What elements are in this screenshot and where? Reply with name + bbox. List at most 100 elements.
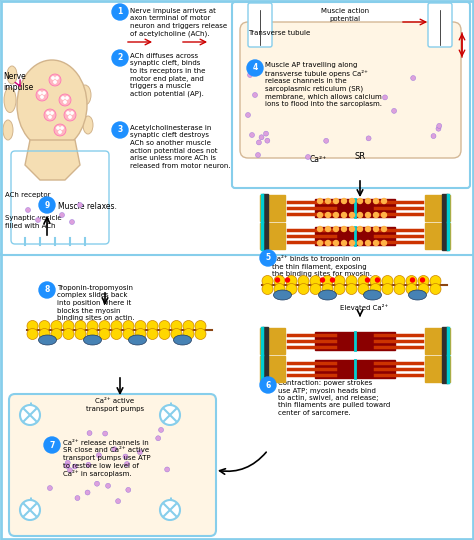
Circle shape (87, 321, 98, 332)
Circle shape (365, 226, 371, 232)
FancyBboxPatch shape (240, 22, 461, 158)
Circle shape (358, 284, 369, 294)
Circle shape (195, 328, 206, 340)
Ellipse shape (83, 335, 101, 345)
Circle shape (147, 321, 158, 332)
Circle shape (406, 284, 417, 294)
Text: Ca²⁺: Ca²⁺ (310, 155, 327, 164)
Circle shape (310, 284, 321, 294)
Circle shape (334, 275, 345, 287)
Circle shape (410, 76, 416, 80)
Circle shape (259, 135, 264, 140)
Circle shape (346, 275, 357, 287)
Circle shape (85, 490, 90, 495)
Circle shape (357, 199, 363, 204)
Circle shape (159, 321, 170, 332)
Text: 3: 3 (118, 125, 123, 134)
Circle shape (112, 447, 117, 452)
Text: 2: 2 (118, 53, 123, 63)
Ellipse shape (7, 66, 17, 84)
Circle shape (96, 453, 101, 458)
Circle shape (59, 94, 71, 106)
Circle shape (87, 328, 98, 340)
Ellipse shape (409, 290, 427, 300)
Circle shape (334, 213, 338, 218)
Circle shape (374, 199, 379, 204)
Circle shape (51, 112, 53, 114)
Circle shape (43, 92, 45, 94)
Circle shape (322, 275, 333, 287)
Circle shape (285, 278, 290, 282)
Circle shape (70, 219, 74, 225)
Circle shape (71, 112, 73, 114)
Circle shape (20, 405, 40, 425)
Bar (442, 355, 448, 383)
Text: Nerve
impulse: Nerve impulse (3, 72, 33, 92)
Circle shape (286, 284, 297, 294)
Ellipse shape (3, 120, 13, 140)
Text: Troponin-tropomyosin
complex slides back
into position where it
blocks the myosi: Troponin-tropomyosin complex slides back… (57, 285, 135, 321)
Text: Ca²⁺ binds to troponin on
the thin filament, exposing
the binding sites for myos: Ca²⁺ binds to troponin on the thin filam… (272, 255, 372, 277)
Bar (262, 327, 268, 355)
Circle shape (374, 213, 379, 218)
Circle shape (341, 226, 346, 232)
Circle shape (62, 97, 64, 99)
Text: ACh diffuses across
synaptic cleft, binds
to its receptors in the
motor end plat: ACh diffuses across synaptic cleft, bind… (130, 53, 205, 97)
Circle shape (20, 500, 40, 520)
Bar (315, 360, 395, 378)
Circle shape (260, 377, 276, 393)
Circle shape (418, 275, 429, 287)
Circle shape (57, 127, 59, 129)
Circle shape (365, 240, 371, 246)
Circle shape (286, 275, 297, 287)
Circle shape (357, 240, 363, 246)
Circle shape (67, 112, 69, 114)
Circle shape (123, 454, 128, 459)
Circle shape (394, 284, 405, 294)
Circle shape (349, 213, 355, 218)
Circle shape (112, 50, 128, 66)
Circle shape (318, 226, 322, 232)
Text: Muscle action
potential: Muscle action potential (321, 8, 369, 22)
Bar (315, 227, 395, 245)
Circle shape (111, 328, 122, 340)
Text: ACh receptor: ACh receptor (5, 192, 51, 198)
Circle shape (106, 483, 110, 488)
Text: Elevated Ca²⁺: Elevated Ca²⁺ (340, 305, 388, 311)
Circle shape (135, 328, 146, 340)
Bar (260, 356, 285, 382)
Circle shape (111, 321, 122, 332)
Circle shape (324, 138, 328, 143)
Circle shape (52, 77, 54, 79)
Circle shape (63, 328, 74, 340)
Circle shape (275, 278, 280, 282)
Circle shape (431, 133, 436, 139)
Circle shape (318, 213, 322, 218)
Circle shape (61, 127, 63, 129)
Circle shape (36, 89, 48, 101)
FancyBboxPatch shape (9, 394, 216, 536)
Circle shape (326, 199, 330, 204)
Circle shape (49, 116, 51, 118)
Circle shape (420, 278, 425, 282)
Circle shape (330, 278, 335, 282)
Circle shape (374, 240, 379, 246)
Text: Ca²⁺ release channels in
SR close and Ca²⁺ active
transport pumps use ATP
to res: Ca²⁺ release channels in SR close and Ca… (63, 440, 151, 477)
Bar (262, 222, 268, 250)
Circle shape (39, 282, 55, 298)
Circle shape (349, 226, 355, 232)
Circle shape (60, 213, 64, 218)
Circle shape (346, 284, 357, 294)
Circle shape (64, 463, 69, 468)
Circle shape (51, 328, 62, 340)
Circle shape (341, 213, 346, 218)
Text: Synaptic vesicle
filled with ACh: Synaptic vesicle filled with ACh (5, 215, 62, 228)
Circle shape (318, 240, 322, 246)
Circle shape (64, 109, 76, 121)
Circle shape (112, 122, 128, 138)
Circle shape (103, 431, 108, 436)
Circle shape (298, 275, 309, 287)
Text: Nerve impulse arrives at
axon terminal of motor
neuron and triggers release
of a: Nerve impulse arrives at axon terminal o… (130, 8, 227, 37)
Circle shape (274, 275, 285, 287)
Circle shape (59, 131, 61, 133)
